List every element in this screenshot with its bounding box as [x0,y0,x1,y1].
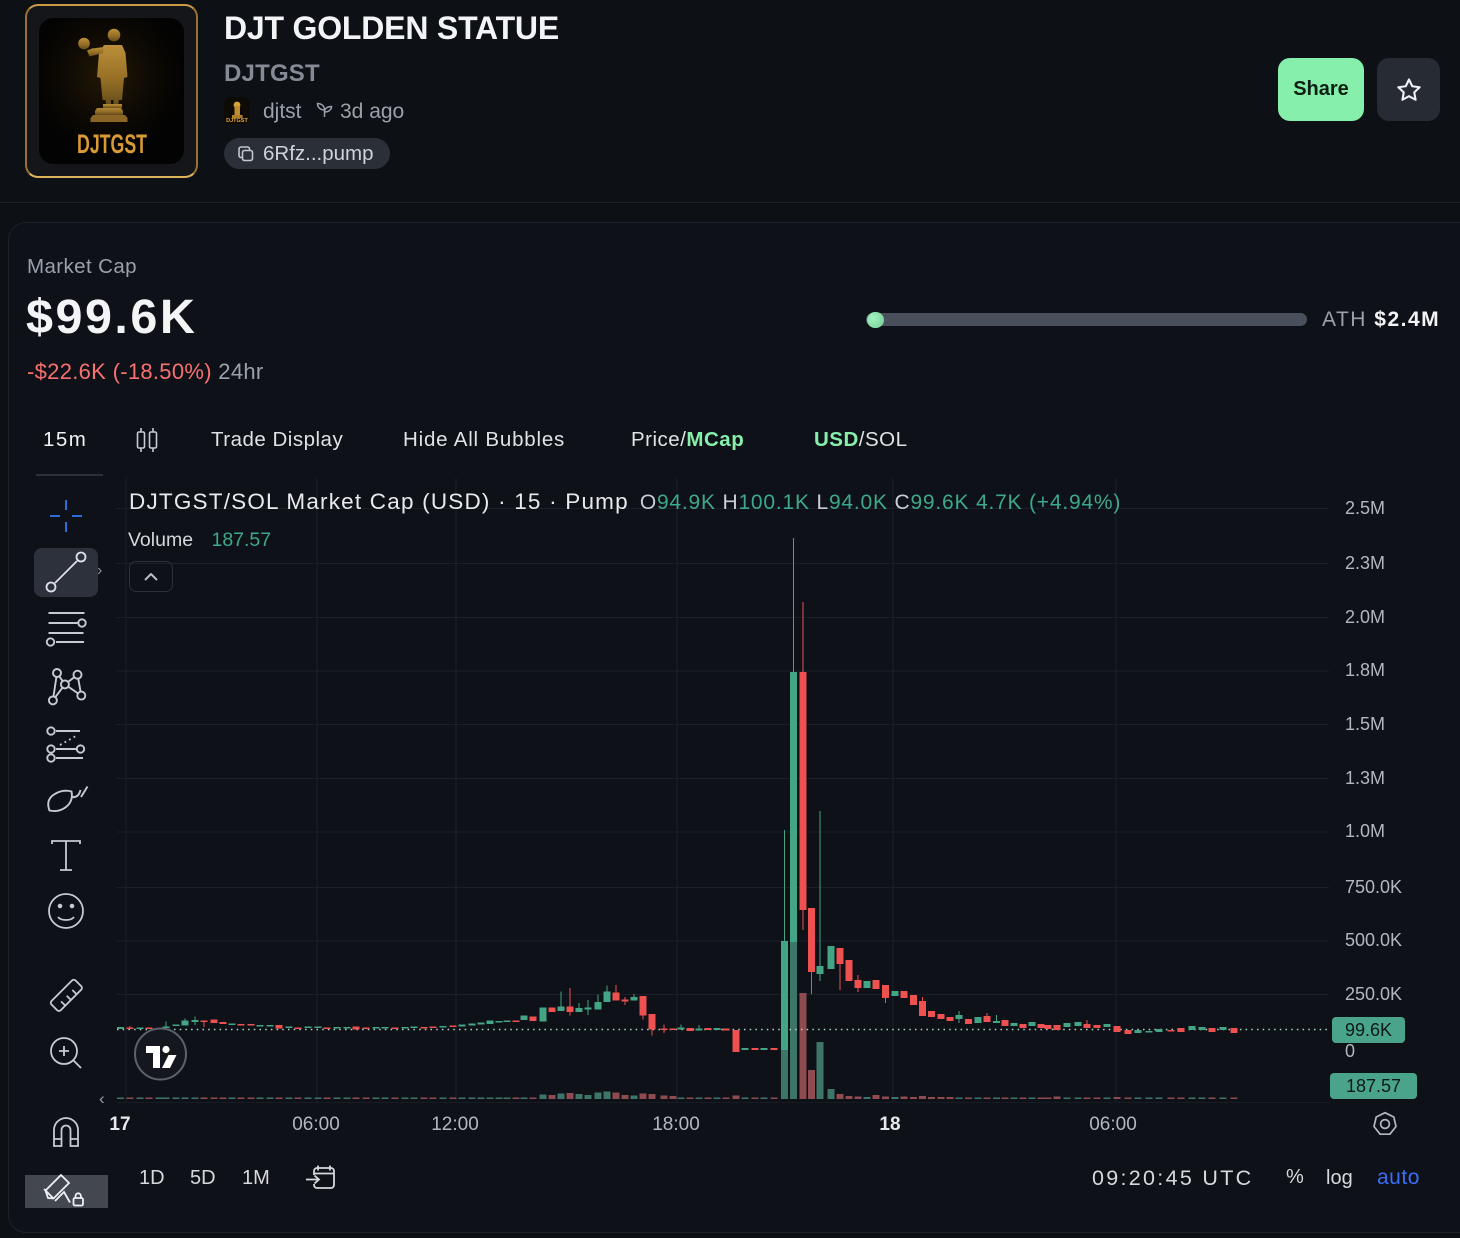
svg-text:DJTGST: DJTGST [226,118,248,124]
svg-text:DJTGST: DJTGST [77,129,147,159]
